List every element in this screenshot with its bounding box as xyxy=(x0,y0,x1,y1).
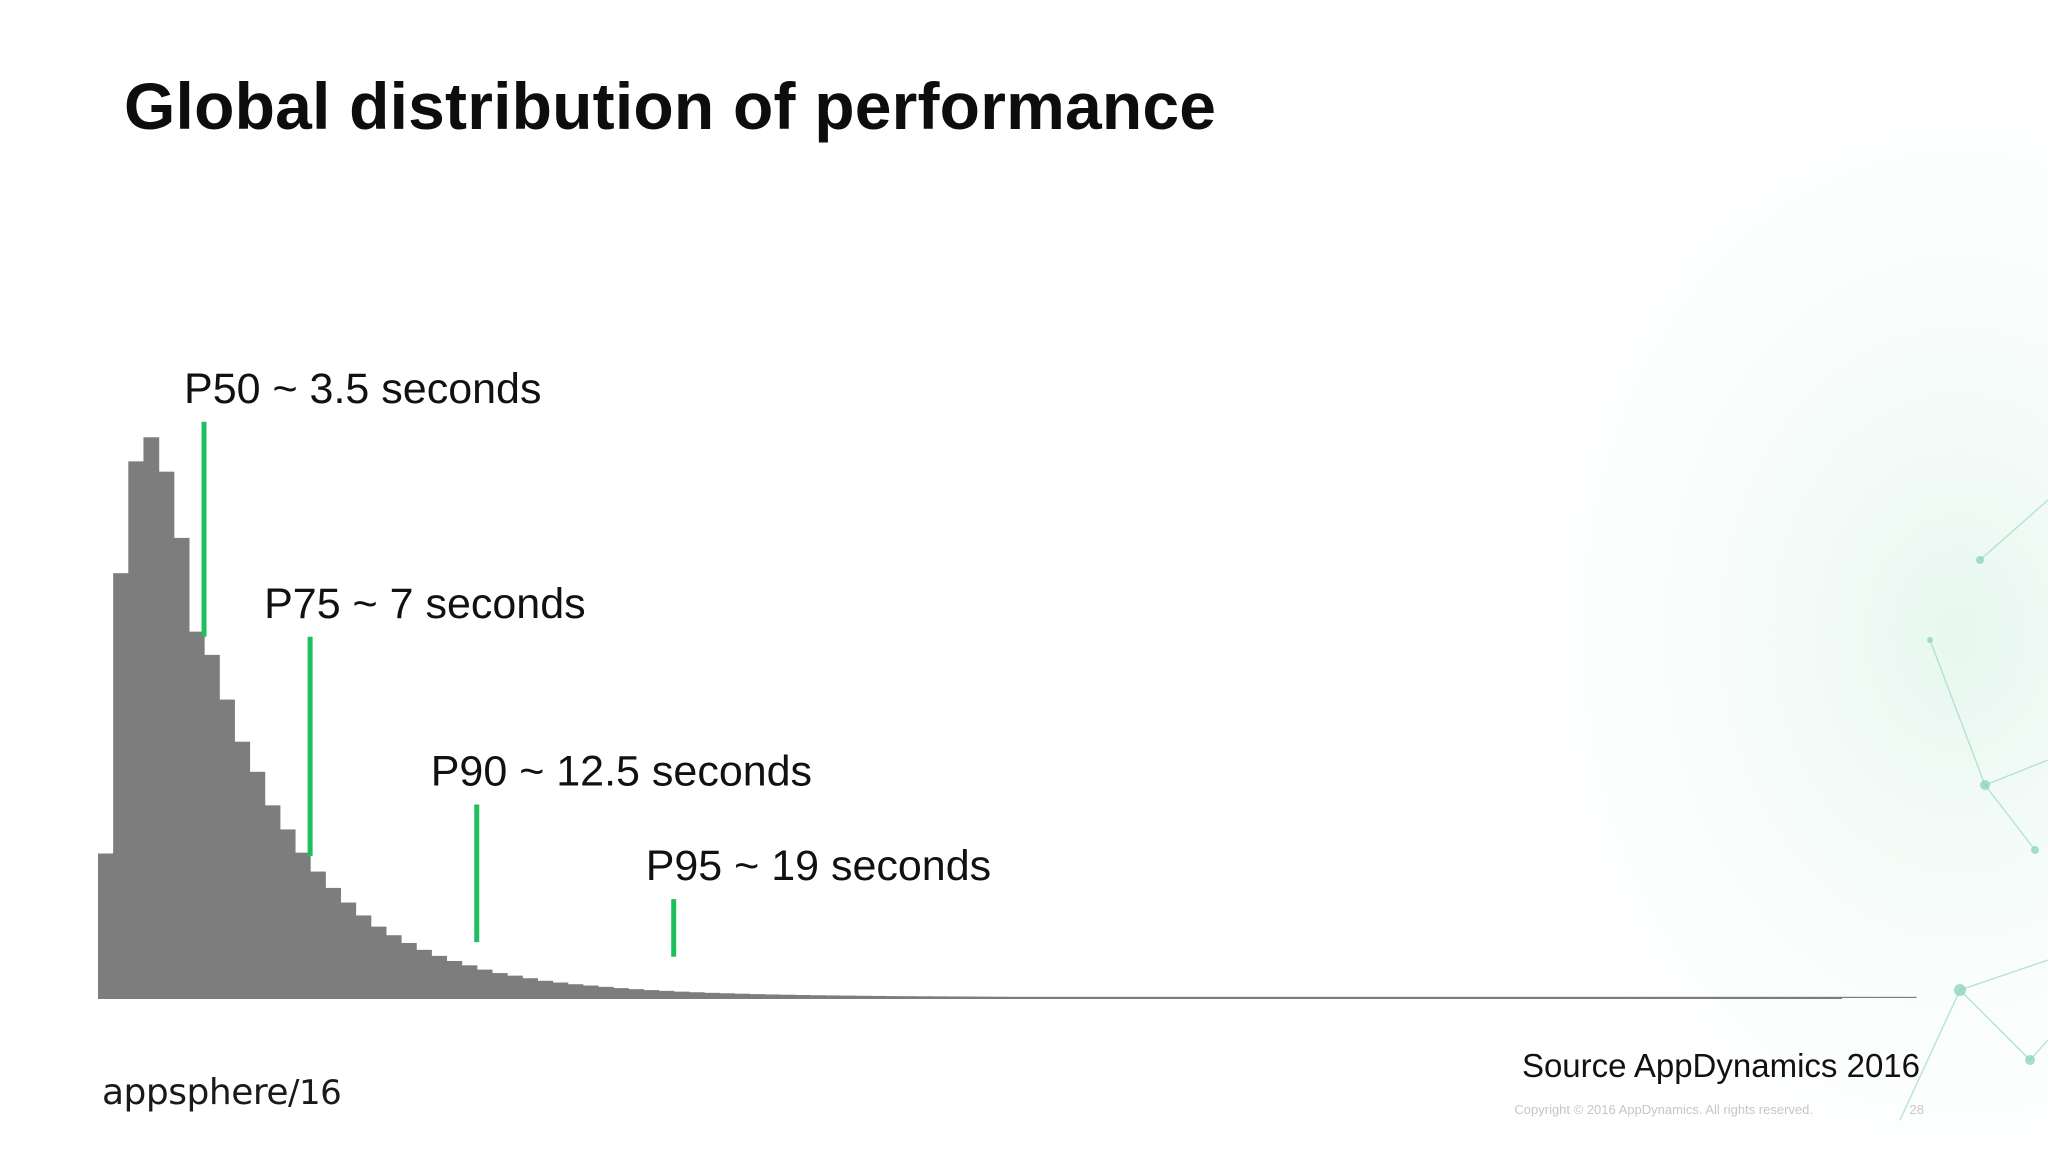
percentile-markers: P50 ~ 3.5 seconds P75 ~ 7 seconds P90 ~ 12… xyxy=(184,365,991,957)
histogram-bar xyxy=(537,980,554,998)
brand-name: appsphere xyxy=(102,1072,289,1113)
histogram-bar xyxy=(1840,996,1856,998)
histogram-bar xyxy=(522,978,538,998)
histogram-bar xyxy=(764,994,781,998)
histogram-bar xyxy=(855,995,872,998)
histogram-bar xyxy=(401,942,417,998)
histogram-bar xyxy=(734,993,751,998)
slide-title: Global distribution of performance xyxy=(124,69,1217,143)
histogram-bar xyxy=(1855,996,1872,998)
histogram-bar xyxy=(188,631,205,998)
histogram-bar xyxy=(294,852,311,998)
histogram-bar xyxy=(158,471,175,998)
histogram-bar xyxy=(628,989,644,998)
histogram-bar xyxy=(870,995,887,998)
histogram-bar xyxy=(779,994,796,998)
copyright-note: Copyright © 2016 AppDynamics. All rights… xyxy=(1514,1102,1813,1117)
histogram-bar xyxy=(446,961,463,998)
page-number: 28 xyxy=(1909,1102,1924,1117)
percentile-marker-label: P90 ~ 12.5 seconds xyxy=(431,748,812,796)
histogram-bar xyxy=(749,994,766,998)
histogram-bar xyxy=(461,965,478,998)
histogram-bar xyxy=(325,887,341,998)
histogram-bar xyxy=(840,995,857,998)
histogram-bar xyxy=(370,926,387,998)
percentile-marker-label: P75 ~ 7 seconds xyxy=(264,580,586,628)
source-note: Source AppDynamics 2016 xyxy=(1521,1047,1920,1084)
histogram-bar xyxy=(113,573,129,998)
histogram-bar xyxy=(658,990,675,998)
histogram-bar xyxy=(704,992,720,998)
histogram-bar xyxy=(1870,996,1887,998)
histogram-bar xyxy=(1885,996,1902,998)
histogram-bar xyxy=(431,955,448,998)
histogram-bar xyxy=(264,805,281,998)
histogram-bar xyxy=(143,437,160,998)
histogram-bar xyxy=(385,935,402,998)
histogram-bar xyxy=(597,986,614,998)
histogram-bar xyxy=(340,902,357,998)
histogram-bar xyxy=(204,654,220,998)
histogram-bar xyxy=(810,995,826,998)
histogram-bar xyxy=(1900,996,1917,998)
histogram-bar xyxy=(794,994,811,998)
percentile-marker-label: P50 ~ 3.5 seconds xyxy=(184,365,541,413)
histogram-bar xyxy=(219,699,235,998)
histogram-bar xyxy=(613,988,629,998)
histogram-bar xyxy=(173,537,190,998)
histogram-bar xyxy=(234,741,251,998)
histogram-bar xyxy=(643,990,660,998)
histogram-bar xyxy=(582,985,599,998)
appsphere-logo: appsphere/16 xyxy=(102,1072,342,1113)
histogram-bar xyxy=(128,461,145,998)
histogram-bar xyxy=(719,993,735,998)
percentile-marker-label: P95 ~ 19 seconds xyxy=(646,842,991,890)
histogram-bar xyxy=(355,915,372,998)
brand-suffix: /16 xyxy=(288,1073,342,1113)
histogram-bar xyxy=(310,871,326,998)
histogram-bar xyxy=(552,982,569,998)
histogram-bar xyxy=(507,975,523,998)
histogram-bar xyxy=(279,829,296,998)
histogram-bar xyxy=(567,984,584,998)
histogram-bar xyxy=(825,995,841,998)
histogram-bars xyxy=(98,437,1917,999)
histogram-bar xyxy=(673,991,690,998)
histogram-bar xyxy=(249,771,266,998)
histogram-bar xyxy=(688,992,705,998)
histogram-bar xyxy=(98,853,114,998)
histogram-bar xyxy=(491,973,508,998)
histogram-bar xyxy=(416,949,432,998)
histogram-bar xyxy=(476,969,493,998)
